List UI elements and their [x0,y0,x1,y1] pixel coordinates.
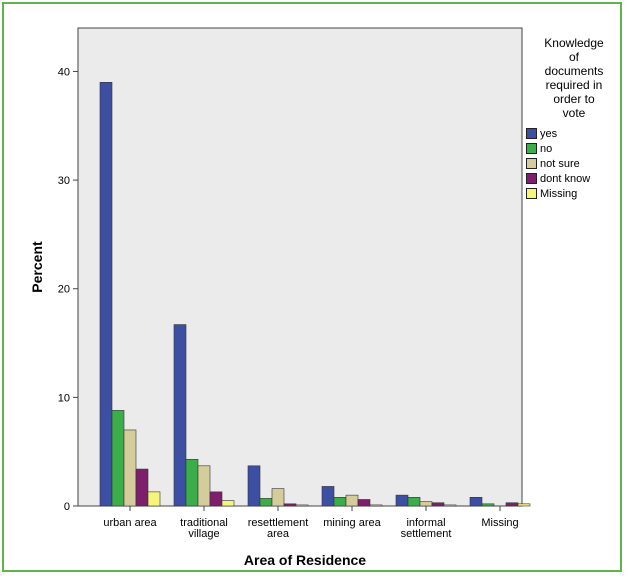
x-tick-label: resettlement area [248,517,309,540]
legend-title-line: of [568,50,579,64]
y-axis-label: Percent [29,241,45,293]
x-tick-label: urban area [103,517,157,529]
x-tick-label-line: traditional [180,517,228,529]
bar-not-sure [123,429,137,507]
legend-title-line: required in [545,78,603,92]
y-tick-label: 30 [58,175,70,187]
bar-dont-know [505,502,519,507]
plot-area [77,27,523,507]
bar-not-sure [419,501,433,507]
x-tick-label-line: mining area [323,517,381,529]
legend-label: no [540,142,553,155]
x-tick-label-line: area [267,528,290,540]
bar-missing [147,491,161,507]
legend-label: not sure [540,157,580,170]
x-tick-label-line: village [188,528,219,540]
bar-dont-know [283,503,297,507]
bar-yes [99,82,113,507]
y-tick-label: 10 [58,392,70,404]
bar-no [333,497,347,507]
bar-missing [443,504,457,507]
bar-yes [247,465,261,507]
legend-label: yes [540,127,558,140]
bar-series [99,82,531,507]
legend-title-line: Knowledge [544,36,604,50]
bar-yes [469,497,483,507]
legend: Knowledge of documents required in order to v… [526,36,622,201]
bar-dont-know [357,499,371,507]
bar-dont-know [135,468,149,507]
bar-yes [173,324,187,507]
legend-swatch [526,143,537,154]
bar-dont-know [431,502,445,507]
x-axis-label: Area of Residence [244,552,366,568]
bar-not-sure [271,488,285,507]
bar-not-sure [345,494,359,507]
bar-dont-know [209,491,223,507]
y-axis: 0 10 20 30 40 [58,66,78,513]
x-tick-label: mining area [323,517,381,529]
legend-swatch [526,173,537,184]
bar-yes [395,494,409,507]
y-tick-label: 20 [58,284,70,296]
x-tick-label: informal settlement [401,517,452,540]
bar-missing [221,500,235,507]
legend-swatch [526,128,537,139]
legend-title-line: documents [544,64,604,78]
legend-swatch [526,188,537,199]
bar-no [481,503,495,507]
legend-swatch [526,158,537,169]
x-tick-label-line: resettlement [248,517,309,529]
legend-items: yes no not sure dont know Missing [526,126,622,201]
legend-item: not sure [526,156,622,171]
x-tick-label-line: informal [406,517,445,529]
legend-label: Missing [540,187,578,200]
bar-missing [517,503,531,507]
bar-no [259,498,273,507]
legend-label: dont know [540,172,591,185]
y-tick-label: 0 [64,501,70,513]
bar-missing [295,504,309,507]
bar-no [407,497,421,507]
x-tick-label-line: Missing [481,517,518,529]
legend-title-line: order to [553,92,595,106]
legend-item: dont know [526,171,622,186]
x-tick-label: Missing [481,517,518,529]
bar-not-sure [197,465,211,507]
chart-frame [2,2,622,572]
legend-item: Missing [526,186,622,201]
y-tick-label: 40 [58,66,70,78]
bar-yes [321,486,335,507]
bar-no [185,458,199,507]
bar-no [111,410,125,507]
bar-missing [369,504,383,507]
x-tick-label-line: settlement [401,528,452,540]
x-tick-label: traditional village [180,517,228,540]
x-axis: urban area traditional village resettlement… [103,506,519,540]
legend-item: no [526,141,622,156]
x-tick-label-line: urban area [103,517,157,529]
legend-item: yes [526,126,622,141]
legend-title-line: vote [562,106,586,120]
legend-title: Knowledge of documents required in order to v… [526,36,622,120]
